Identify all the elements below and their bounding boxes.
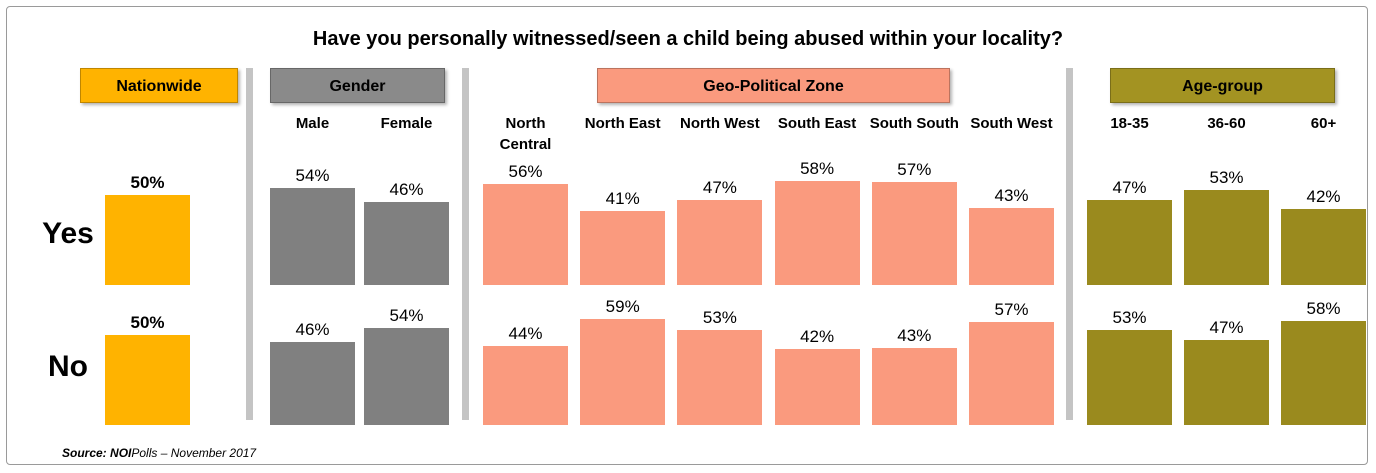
- bar: [1184, 189, 1269, 285]
- value-label: 53%: [702, 307, 737, 327]
- group-header: Geo-Political Zone: [597, 68, 950, 103]
- bar: [871, 347, 957, 425]
- value-label: 47%: [1209, 318, 1244, 338]
- value-label: 47%: [702, 178, 737, 198]
- source-label: Source:: [62, 446, 107, 460]
- value-label: 54%: [389, 305, 424, 325]
- bar: [1087, 329, 1172, 425]
- bar: [774, 180, 860, 285]
- value-label: 58%: [800, 158, 835, 178]
- value-label: 43%: [994, 185, 1029, 205]
- category-label: North West: [680, 115, 760, 132]
- value-label: 42%: [1306, 187, 1341, 207]
- bar: [677, 329, 763, 425]
- group-header: Gender: [270, 68, 445, 103]
- bar: [1281, 209, 1366, 285]
- bar: [364, 327, 449, 425]
- value-label: 42%: [800, 327, 835, 347]
- bar: [969, 207, 1054, 285]
- category-label: South East: [777, 115, 857, 132]
- row-label: No: [48, 350, 88, 383]
- value-label: 50%: [130, 173, 165, 192]
- value-label: 44%: [508, 323, 543, 343]
- bar: [105, 195, 190, 285]
- bar: [1087, 200, 1172, 285]
- bar: [483, 184, 568, 285]
- category-label: North East: [584, 115, 661, 132]
- source-text: Polls – November 2017: [131, 446, 257, 460]
- bar: [580, 318, 666, 425]
- value-label: 58%: [1306, 298, 1341, 318]
- bar: [105, 335, 190, 425]
- value-label: 50%: [130, 313, 165, 332]
- category-label: Male: [295, 115, 330, 132]
- category-label: 60+: [1310, 115, 1337, 132]
- bar: [871, 182, 957, 285]
- value-label: 53%: [1112, 307, 1147, 327]
- source: Source: NOIPolls – November 2017: [62, 446, 256, 460]
- category-label: North Central: [499, 115, 552, 153]
- frame: [6, 6, 1368, 465]
- separator: [462, 68, 469, 420]
- value-label: 43%: [897, 325, 932, 345]
- value-label: 57%: [897, 160, 932, 180]
- bar: [270, 342, 355, 425]
- value-label: 54%: [295, 165, 330, 185]
- value-label: 57%: [994, 300, 1029, 320]
- value-label: 47%: [1112, 178, 1147, 198]
- bar: [364, 202, 449, 285]
- bar: [774, 349, 860, 425]
- row-label: Yes: [42, 217, 94, 250]
- bar: [580, 211, 666, 285]
- group-header: Age-group: [1110, 68, 1335, 103]
- category-label: South South: [869, 115, 959, 132]
- bar: [1184, 340, 1269, 425]
- chart-title: Have you personally witnessed/seen a chi…: [312, 28, 1064, 50]
- category-label: Female: [380, 115, 433, 132]
- category-label: 18-35: [1110, 115, 1149, 132]
- separator: [1066, 68, 1073, 420]
- value-label: 56%: [508, 162, 543, 182]
- separator: [246, 68, 253, 420]
- value-label: 46%: [389, 180, 424, 200]
- value-label: 41%: [605, 189, 640, 209]
- source-org: NOI: [110, 446, 132, 460]
- bar: [677, 200, 763, 285]
- bar: [270, 187, 355, 285]
- bar: [1281, 320, 1366, 425]
- category-label: South West: [970, 115, 1053, 132]
- value-label: 46%: [295, 320, 330, 340]
- bar: [969, 322, 1054, 425]
- bar: [483, 345, 568, 425]
- value-label: 59%: [605, 296, 640, 316]
- group-header: Nationwide: [80, 68, 238, 103]
- value-label: 53%: [1209, 167, 1244, 187]
- category-label: 36-60: [1207, 115, 1246, 132]
